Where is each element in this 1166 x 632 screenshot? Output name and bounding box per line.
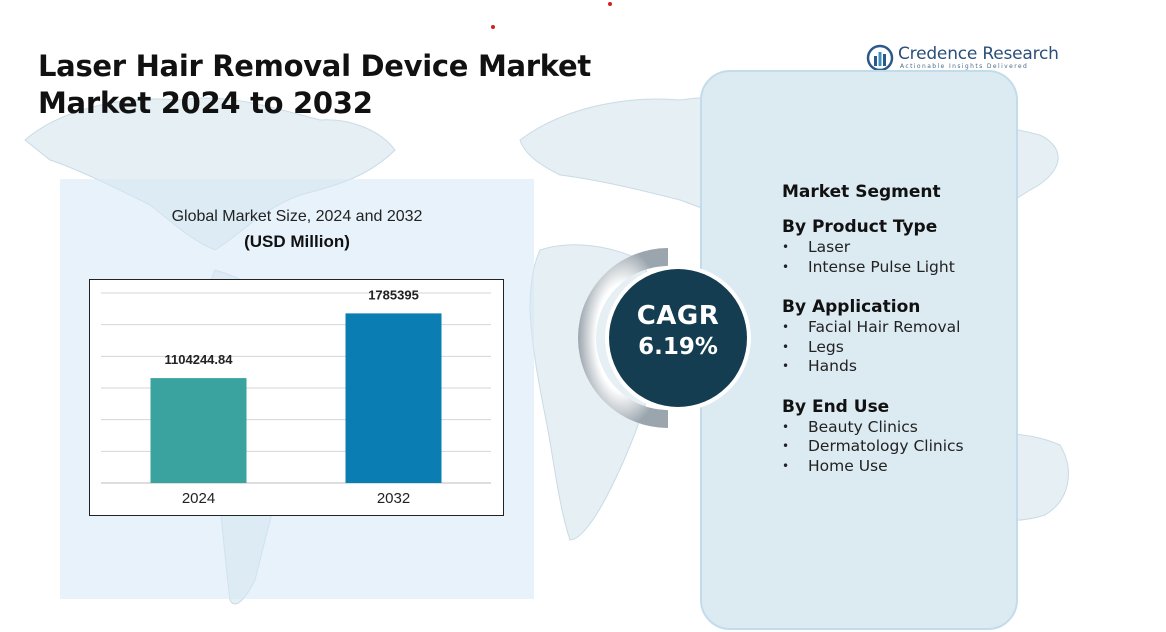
segment-group-title: By End Use	[782, 396, 890, 417]
bar-value-label: 1785395	[368, 287, 419, 302]
chart-unit-label: (USD Million)	[244, 232, 350, 251]
segment-group-end-use: By End Use Beauty Clinics Dermatology Cl…	[782, 396, 1012, 477]
title-line-2: Market 2024 to 2032	[38, 86, 373, 120]
company-logo: Credence Research Actionable Insights De…	[866, 42, 1059, 74]
chart-title: Global Market Size, 2024 and 2032	[171, 208, 423, 225]
segment-group-title: By Product Type	[782, 217, 938, 237]
segment-item: Facial Hair Removal	[782, 318, 1012, 338]
decorative-dot	[608, 2, 612, 6]
cagr-text: CAGR 6.19%	[606, 300, 750, 362]
cagr-ring	[578, 248, 751, 428]
bar-2032	[345, 313, 442, 483]
decorative-dot	[491, 25, 495, 29]
cagr-value: 6.19%	[638, 334, 718, 360]
x-tick-label: 2024	[182, 490, 215, 507]
segment-item: Beauty Clinics	[782, 418, 1012, 438]
title-line-1: Laser Hair Removal Device Market	[38, 49, 591, 83]
cagr-badge	[578, 248, 758, 433]
cagr-circle	[609, 269, 747, 407]
segment-item: Laser	[782, 238, 1012, 258]
logo-bars-icon	[866, 44, 894, 72]
bar-value-label: 1104244.84	[165, 352, 234, 367]
logo-name: Credence Research	[898, 44, 1059, 64]
segment-group-product-type: By Product Type Laser Intense Pulse Ligh…	[782, 216, 1012, 277]
bar-2024	[150, 378, 247, 483]
x-tick-label: 2032	[377, 490, 410, 507]
segments-list: Market Segment By Product Type Laser Int…	[782, 182, 1012, 495]
segment-group-application: By Application Facial Hair Removal Legs …	[782, 296, 1012, 377]
segment-group-title: By Application	[782, 297, 921, 317]
bar-chart: 1104244.84 2024 1785395 2032	[89, 279, 504, 516]
segment-item: Intense Pulse Light	[782, 258, 1012, 278]
segment-item: Hands	[782, 357, 1012, 377]
segments-heading: Market Segment	[782, 182, 941, 202]
cagr-label: CAGR	[636, 301, 720, 331]
bars: 1104244.84 2024 1785395 2032	[150, 287, 442, 507]
page-title: Laser Hair Removal Device Market Market …	[38, 48, 591, 122]
segment-item: Legs	[782, 338, 1012, 358]
logo-tagline: Actionable Insights Delivered	[900, 63, 1029, 70]
segment-item: Home Use	[782, 457, 1012, 477]
segment-item: Dermatology Clinics	[782, 437, 1012, 457]
